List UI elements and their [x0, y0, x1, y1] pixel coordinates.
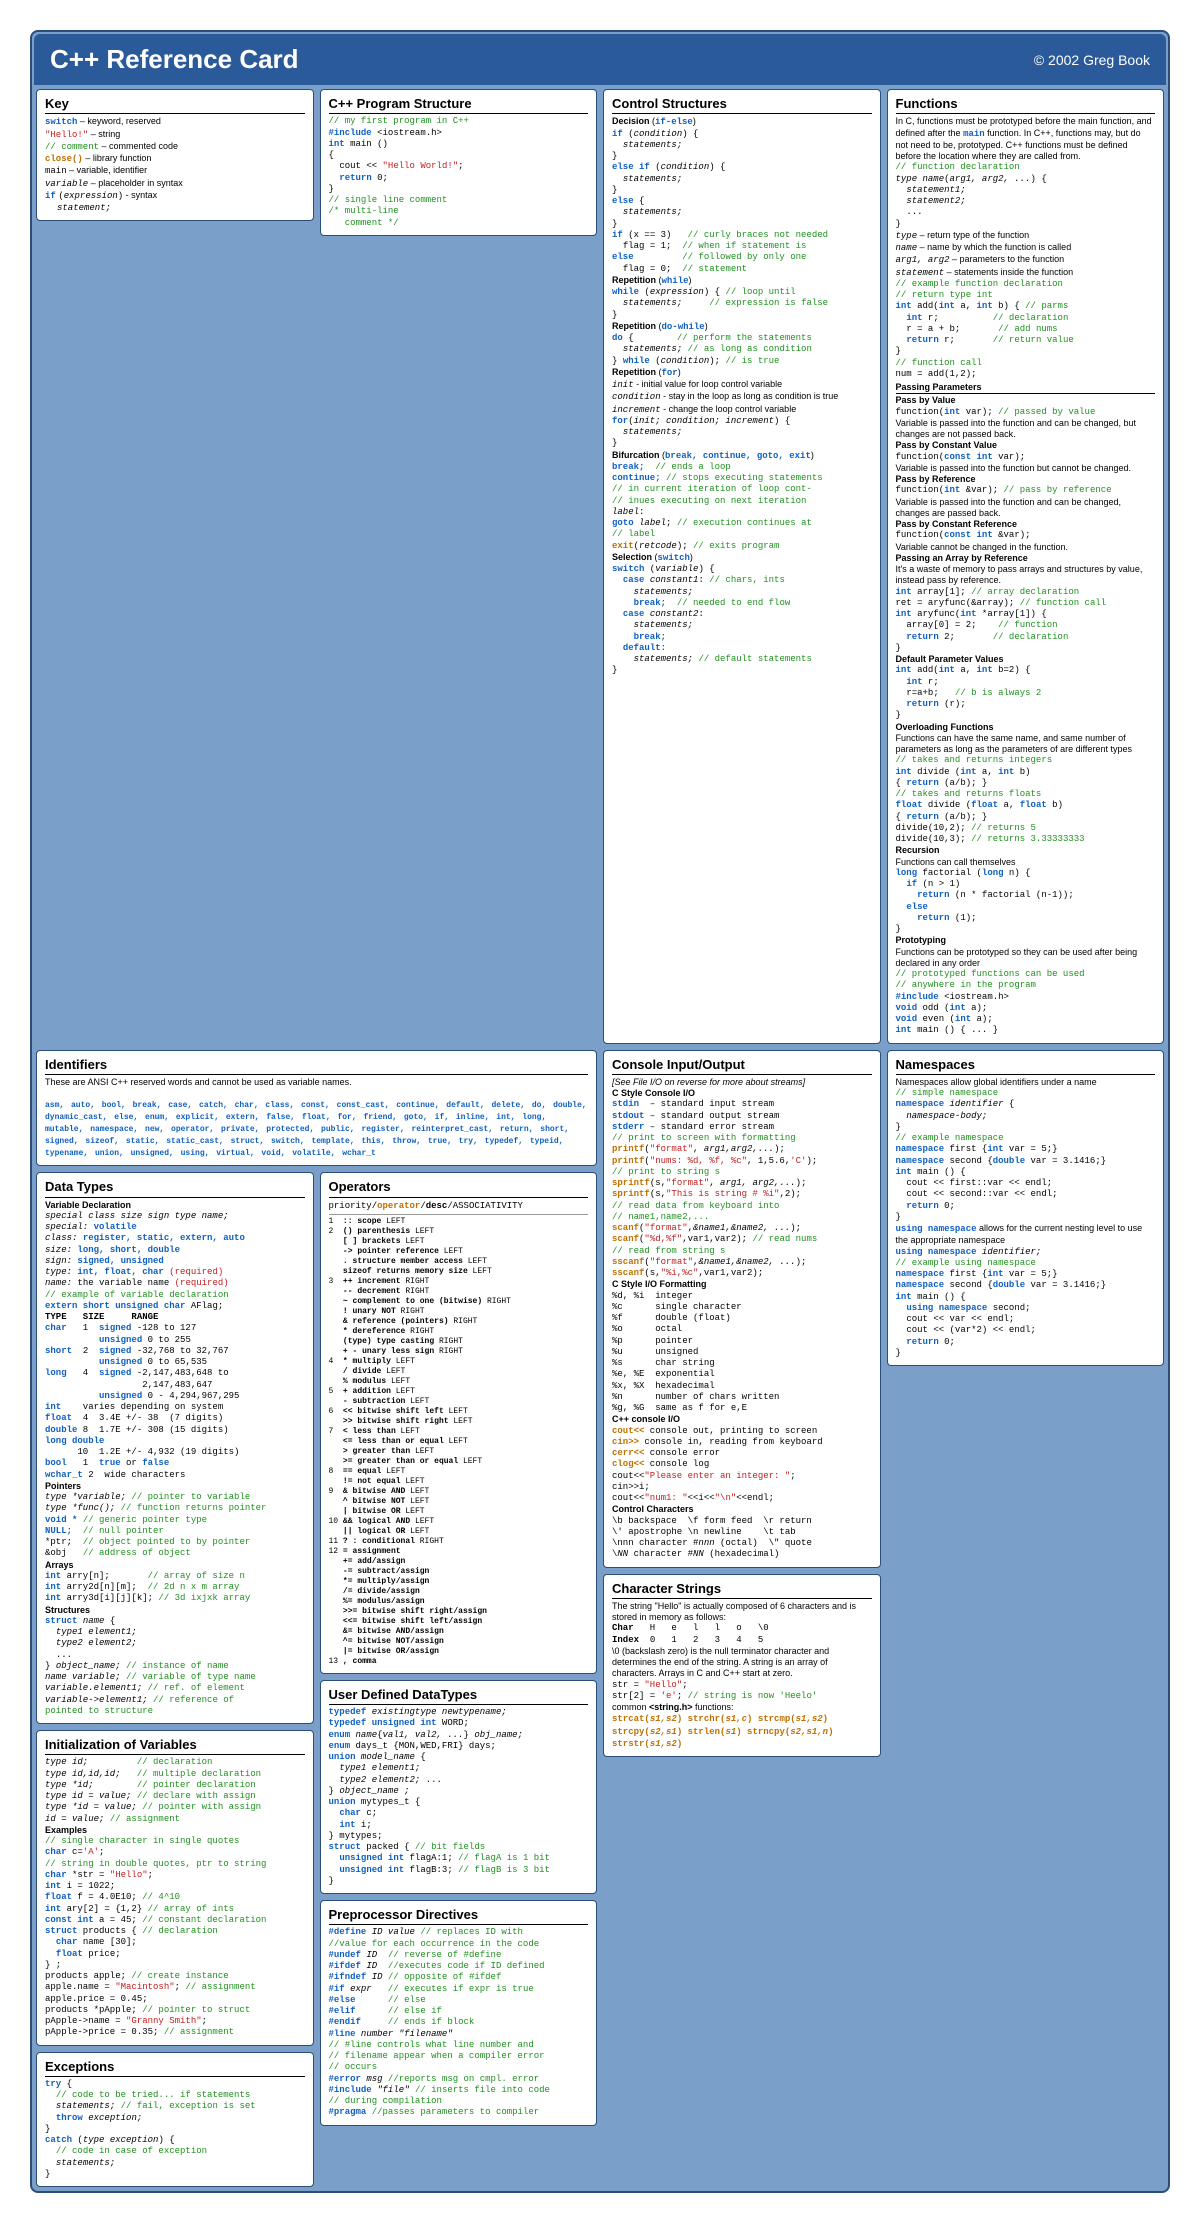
identifiers-words: asm, auto, bool, break, case, catch, cha…	[45, 1101, 587, 1158]
preproc-title: Preprocessor Directives	[329, 1907, 589, 1925]
col1-row3: Data Types Variable Declaration special …	[36, 1172, 314, 2187]
exceptions-title: Exceptions	[45, 2059, 305, 2077]
initvars-title: Initialization of Variables	[45, 1737, 305, 1755]
col-identifiers: Identifiers These are ANSI C++ reserved …	[36, 1050, 597, 1167]
datatypes-title: Data Types	[45, 1179, 305, 1197]
box-namespaces: Namespaces Namespaces allow global ident…	[887, 1050, 1165, 1367]
functions-title: Functions	[896, 96, 1156, 114]
content-grid: Key switch – keyword, reserved "Hello!" …	[36, 89, 1164, 2187]
box-udt: User Defined DataTypes typedef existingt…	[320, 1680, 598, 1894]
progstruct-title: C++ Program Structure	[329, 96, 589, 114]
box-initvars: Initialization of Variables type id; // …	[36, 1730, 314, 2046]
charstr-title: Character Strings	[612, 1581, 872, 1599]
column-1: Key switch – keyword, reserved "Hello!" …	[36, 89, 314, 1044]
col3-lower: Console Input/Output [See File I/O on re…	[603, 1050, 881, 2188]
box-identifiers: Identifiers These are ANSI C++ reserved …	[36, 1050, 597, 1167]
column-4-top: Functions In C, functions must be protot…	[887, 89, 1165, 1044]
identifiers-desc: These are ANSI C++ reserved words and ca…	[45, 1077, 352, 1087]
consoleio-note: [See File I/O on reverse for more about …	[612, 1077, 805, 1087]
box-exceptions: Exceptions try { // code to be tried... …	[36, 2052, 314, 2188]
box-key: Key switch – keyword, reserved "Hello!" …	[36, 89, 314, 221]
box-functions: Functions In C, functions must be protot…	[887, 89, 1165, 1044]
box-charstr: Character Strings The string "Hello" is …	[603, 1574, 881, 1758]
card-copyright: © 2002 Greg Book	[1034, 52, 1150, 68]
udt-title: User Defined DataTypes	[329, 1687, 589, 1705]
key-title: Key	[45, 96, 305, 114]
identifiers-title: Identifiers	[45, 1057, 588, 1075]
card-header: C++ Reference Card © 2002 Greg Book	[34, 34, 1166, 85]
box-control-structures: Control Structures Decision (if-else) if…	[603, 89, 881, 1044]
reference-card: C++ Reference Card © 2002 Greg Book Key …	[30, 30, 1170, 2193]
column-2-top: C++ Program Structure // my first progra…	[320, 89, 598, 1044]
box-program-structure: C++ Program Structure // my first progra…	[320, 89, 598, 236]
box-preproc: Preprocessor Directives #define ID value…	[320, 1900, 598, 2126]
consoleio-title: Console Input/Output	[612, 1057, 872, 1075]
col4-lower: Namespaces Namespaces allow global ident…	[887, 1050, 1165, 2188]
namespaces-title: Namespaces	[896, 1057, 1156, 1075]
box-datatypes: Data Types Variable Declaration special …	[36, 1172, 314, 1724]
box-operators: Operators priority/operator/desc/ASSOCIA…	[320, 1172, 598, 1674]
column-3-top: Control Structures Decision (if-else) if…	[603, 89, 881, 1044]
col2-row3: Operators priority/operator/desc/ASSOCIA…	[320, 1172, 598, 2187]
vardecl-label: Variable Declaration	[45, 1200, 131, 1210]
card-title: C++ Reference Card	[50, 44, 299, 75]
control-title: Control Structures	[612, 96, 872, 114]
box-consoleio: Console Input/Output [See File I/O on re…	[603, 1050, 881, 1568]
operators-title: Operators	[329, 1179, 589, 1197]
